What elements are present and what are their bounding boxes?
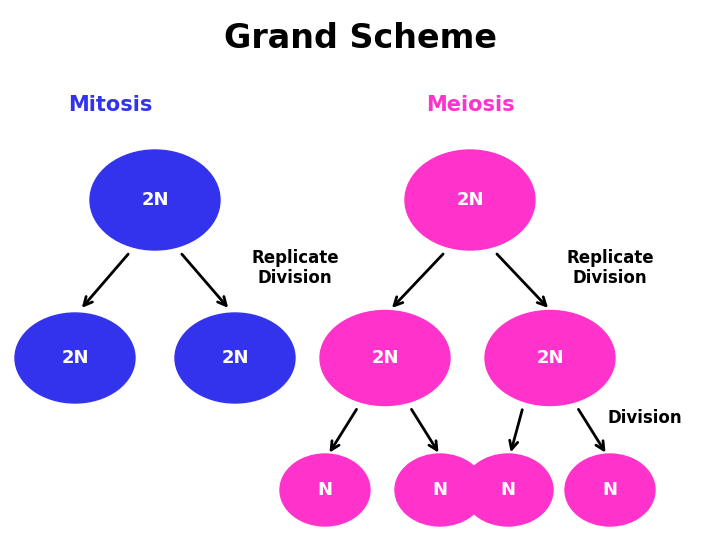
- Ellipse shape: [405, 150, 535, 250]
- Text: N: N: [603, 481, 618, 499]
- Text: Mitosis: Mitosis: [68, 95, 152, 115]
- Text: 2N: 2N: [61, 349, 89, 367]
- Text: Division: Division: [608, 409, 683, 427]
- Ellipse shape: [485, 310, 615, 406]
- Ellipse shape: [280, 454, 370, 526]
- Text: N: N: [433, 481, 448, 499]
- Text: 2N: 2N: [221, 349, 248, 367]
- Ellipse shape: [565, 454, 655, 526]
- Text: 2N: 2N: [372, 349, 399, 367]
- Text: Grand Scheme: Grand Scheme: [223, 22, 497, 55]
- Ellipse shape: [15, 313, 135, 403]
- Ellipse shape: [175, 313, 295, 403]
- Text: Replicate
Division: Replicate Division: [251, 248, 339, 287]
- Text: 2N: 2N: [141, 191, 168, 209]
- Text: 2N: 2N: [456, 191, 484, 209]
- Text: N: N: [500, 481, 516, 499]
- Ellipse shape: [463, 454, 553, 526]
- Text: Replicate
Division: Replicate Division: [566, 248, 654, 287]
- Text: N: N: [318, 481, 333, 499]
- Text: 2N: 2N: [536, 349, 564, 367]
- Ellipse shape: [320, 310, 450, 406]
- Ellipse shape: [395, 454, 485, 526]
- Ellipse shape: [90, 150, 220, 250]
- Text: Meiosis: Meiosis: [426, 95, 514, 115]
